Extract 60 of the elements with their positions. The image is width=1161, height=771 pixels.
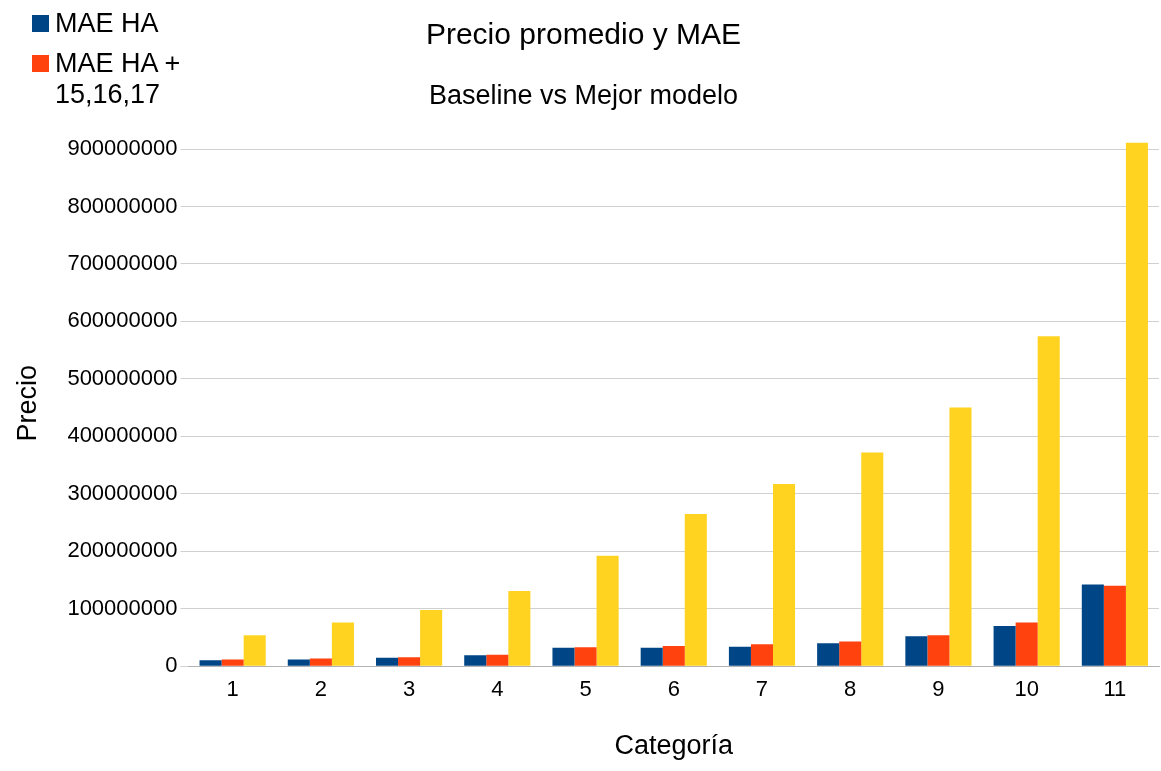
y-tick-label: 300000000: [67, 479, 178, 505]
bar: [927, 635, 950, 666]
bar: [464, 655, 487, 666]
y-tick-label: 400000000: [67, 422, 178, 448]
bar: [199, 660, 222, 666]
bar: [508, 590, 531, 666]
bar: [817, 643, 840, 666]
y-tick-label: 600000000: [67, 307, 178, 333]
x-tick-label: 10: [1014, 676, 1039, 702]
chart-subtitle: Baseline vs Mejor modelo: [428, 79, 739, 110]
bar: [993, 625, 1016, 666]
y-tick-label: 800000000: [67, 192, 178, 218]
bar: [552, 647, 575, 666]
bar: [728, 646, 751, 666]
x-tick-label: 6: [667, 676, 680, 702]
bar: [773, 484, 796, 666]
bar: [684, 513, 707, 666]
x-tick-label: 1: [226, 676, 239, 702]
bar: [750, 644, 774, 666]
legend-label: MAE HA: [55, 8, 160, 39]
y-tick-label: 900000000: [67, 135, 178, 161]
bar: [376, 657, 399, 666]
chart-title: Precio promedio y MAE: [425, 17, 742, 51]
y-tick-label: 100000000: [67, 594, 178, 620]
y-tick-label: 200000000: [67, 537, 178, 563]
bar: [839, 641, 862, 666]
bar: [662, 646, 685, 666]
bar: [1125, 142, 1148, 666]
bar: [243, 635, 266, 666]
bar: [287, 659, 310, 666]
y-tick-label: 700000000: [67, 250, 178, 276]
bar: [1103, 585, 1126, 666]
bar: [640, 647, 663, 666]
bar: [398, 657, 421, 666]
x-tick-label: 4: [491, 676, 504, 702]
bar: [331, 622, 354, 666]
bar: [1015, 622, 1038, 666]
bar: [309, 658, 332, 666]
bar: [574, 647, 597, 666]
bar: [221, 659, 244, 666]
bar: [949, 407, 972, 666]
bar: [1081, 584, 1104, 666]
x-axis-title: Categoría: [614, 730, 735, 761]
bar: [596, 555, 619, 666]
bar: [420, 609, 443, 666]
bar: [486, 654, 509, 666]
x-tick-label: 8: [844, 676, 857, 702]
y-axis-title: Precio: [11, 365, 42, 442]
bar: [1037, 336, 1060, 666]
x-tick-label: 5: [579, 676, 592, 702]
bar: [905, 636, 928, 666]
x-tick-label: 11: [1103, 676, 1127, 702]
y-tick-label: 0: [165, 652, 178, 678]
x-tick-label: 9: [932, 676, 945, 702]
legend-label: MAE HA + 15,16,17: [55, 48, 182, 110]
y-tick-label: 500000000: [67, 364, 178, 390]
x-tick-label: 3: [402, 676, 416, 702]
x-tick-label: 7: [755, 676, 769, 702]
bar: [861, 452, 884, 666]
x-tick-label: 2: [314, 676, 327, 702]
